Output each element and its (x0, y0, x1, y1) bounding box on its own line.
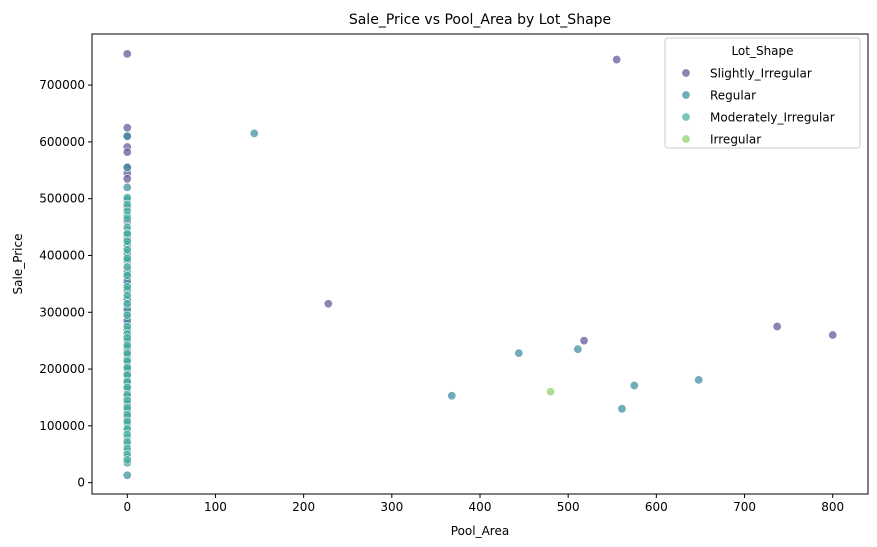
data-point (122, 282, 132, 292)
y-tick-label: 100000 (39, 419, 85, 433)
y-tick-label: 600000 (39, 135, 85, 149)
data-point (122, 236, 132, 246)
data-point (447, 391, 457, 401)
y-tick-label: 0 (77, 476, 85, 490)
plot-area (122, 49, 838, 480)
data-point (122, 253, 132, 263)
x-tick-label: 300 (380, 500, 403, 514)
legend-label: Moderately_Irregular (710, 111, 835, 125)
y-axis-ticks: 0 100000 200000 300000 400000 500000 600000 700… (39, 78, 92, 490)
data-point (122, 270, 132, 280)
legend: Lot_Shape Slightly_Irregular Regular Modera… (664, 37, 861, 149)
y-tick-label: 200000 (39, 362, 85, 376)
legend-title: Lot_Shape (731, 44, 793, 58)
x-tick-label: 800 (821, 500, 844, 514)
data-point (122, 299, 132, 309)
data-point (122, 245, 132, 255)
y-axis-label: Sale_Price (11, 234, 25, 295)
legend-marker (681, 68, 691, 78)
legend-marker (681, 90, 691, 100)
y-tick-label: 700000 (39, 78, 85, 92)
chart-title: Sale_Price vs Pool_Area by Lot_Shape (349, 12, 611, 28)
data-point (122, 455, 132, 465)
data-point (122, 131, 132, 141)
data-point (122, 470, 132, 480)
legend-marker (681, 112, 691, 122)
data-point (323, 299, 333, 309)
x-tick-label: 0 (123, 500, 131, 514)
data-point (612, 55, 622, 65)
x-tick-label: 500 (557, 500, 580, 514)
data-point (122, 290, 132, 300)
data-point (694, 375, 704, 385)
legend-box (664, 37, 861, 149)
x-tick-label: 200 (292, 500, 315, 514)
legend-label: Slightly_Irregular (710, 67, 812, 81)
x-tick-label: 100 (204, 500, 227, 514)
data-point (629, 381, 639, 391)
data-point (122, 174, 132, 184)
data-point (122, 162, 132, 172)
y-tick-label: 500000 (39, 192, 85, 206)
data-point (828, 330, 838, 340)
x-tick-label: 600 (645, 500, 668, 514)
legend-label: Irregular (710, 133, 761, 147)
data-point (122, 182, 132, 192)
legend-label: Regular (710, 89, 756, 103)
data-point (122, 262, 132, 272)
data-point (249, 128, 259, 138)
data-point (122, 214, 132, 224)
data-point (122, 49, 132, 59)
data-point (122, 147, 132, 157)
x-axis-ticks: 0 100 200 300 400 500 600 700 800 (123, 494, 844, 514)
y-tick-label: 400000 (39, 248, 85, 262)
data-point (122, 310, 132, 320)
data-point (573, 344, 583, 354)
data-point (772, 321, 782, 331)
x-axis-label: Pool_Area (451, 524, 509, 538)
data-point (617, 404, 627, 414)
data-point (514, 348, 524, 358)
data-point (122, 123, 132, 133)
data-point (579, 336, 589, 346)
data-point (122, 340, 132, 350)
legend-marker (681, 134, 691, 144)
y-tick-label: 300000 (39, 305, 85, 319)
data-point (546, 387, 556, 397)
x-tick-label: 400 (469, 500, 492, 514)
x-tick-label: 700 (733, 500, 756, 514)
